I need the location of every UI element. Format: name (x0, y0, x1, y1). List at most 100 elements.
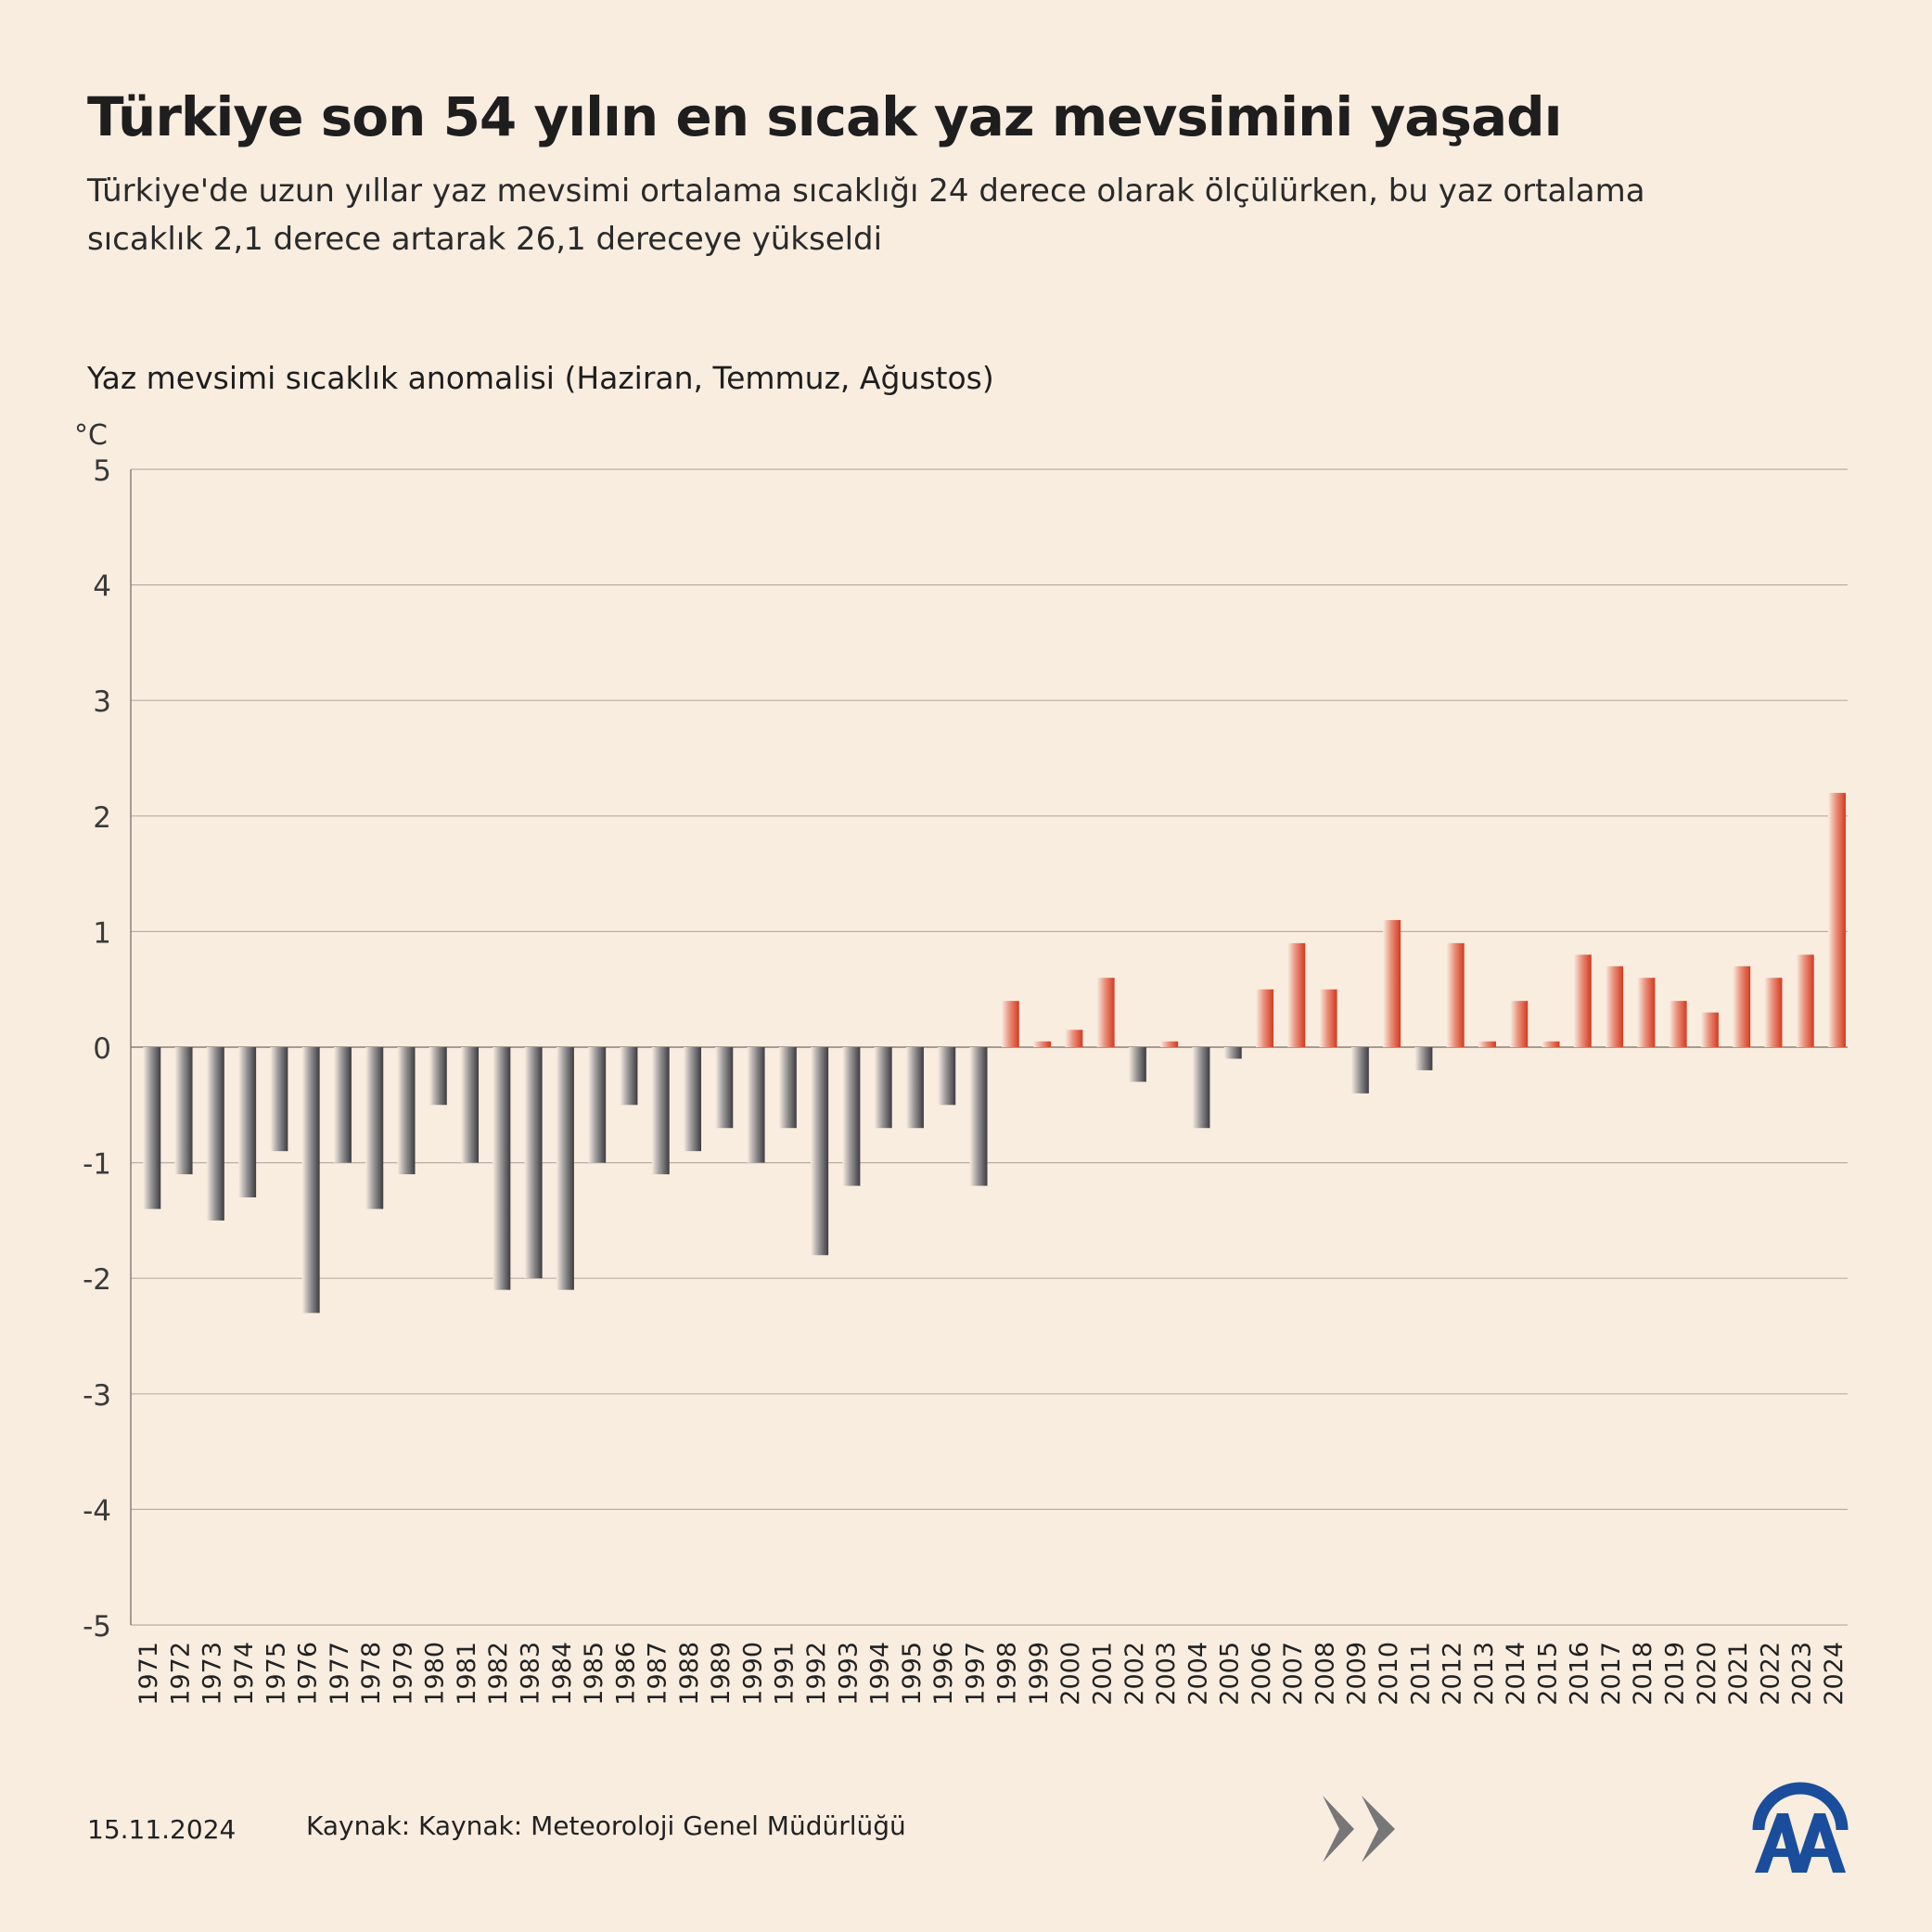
x-tick-label: 1984 (548, 1642, 577, 1706)
bar-1992 (811, 1047, 829, 1256)
y-tick-label: 3 (93, 685, 111, 719)
x-tick-label: 2008 (1311, 1642, 1339, 1706)
x-tick-label: 2011 (1406, 1642, 1435, 1706)
bar-1981 (461, 1047, 480, 1163)
bar-2022 (1764, 978, 1783, 1047)
bar-2000 (1065, 1030, 1083, 1047)
bar-2016 (1573, 954, 1592, 1047)
x-tick-label: 1974 (230, 1642, 259, 1706)
bar-1991 (778, 1047, 797, 1129)
bar-1998 (1001, 1001, 1019, 1047)
bar-1978 (365, 1047, 384, 1209)
x-tick-label: 1977 (326, 1642, 354, 1706)
bar-2002 (1128, 1047, 1146, 1082)
bar-2013 (1478, 1041, 1496, 1047)
bar-2017 (1606, 966, 1624, 1047)
x-tick-label: 2016 (1566, 1642, 1594, 1706)
bar-2003 (1160, 1041, 1179, 1047)
x-tick-label: 2012 (1439, 1642, 1467, 1706)
page-subtitle: Türkiye'de uzun yıllar yaz mevsimi ortal… (87, 173, 1645, 258)
bar-2015 (1542, 1041, 1560, 1047)
x-tick-label: 2023 (1788, 1642, 1817, 1706)
x-tick-label: 1973 (198, 1642, 227, 1706)
aa-logo (1752, 1782, 1849, 1873)
bar-2001 (1096, 978, 1115, 1047)
x-tick-label: 2013 (1470, 1642, 1499, 1706)
x-tick-label: 2024 (1820, 1642, 1849, 1706)
bar-2009 (1350, 1047, 1369, 1094)
x-tick-label: 1993 (834, 1642, 863, 1706)
bar-1985 (588, 1047, 607, 1163)
y-tick-label: 1 (93, 916, 111, 950)
bar-2008 (1319, 989, 1337, 1047)
bar-2014 (1510, 1001, 1529, 1047)
bar-1984 (556, 1047, 574, 1290)
x-tick-label: 2020 (1693, 1642, 1721, 1706)
bar-1989 (715, 1047, 734, 1129)
bar-2006 (1256, 989, 1273, 1047)
tick-layer: 5 4 3 2 1 0 -1 -2 -3 -4 -5 1971 1972 1973 1974 1975 1976… (83, 454, 1849, 1706)
y-axis-unit: °C (74, 419, 108, 452)
x-tick-label: 2017 (1597, 1642, 1626, 1706)
x-tick-label: 2019 (1660, 1642, 1689, 1706)
x-tick-label: 1976 (294, 1642, 323, 1706)
y-tick-label: 4 (93, 570, 111, 604)
bar-1995 (905, 1047, 924, 1129)
x-tick-label: 2014 (1502, 1642, 1530, 1706)
source-credit: Kaynak: Kaynak: Meteoroloji Genel Müdürl… (306, 1810, 906, 1841)
x-tick-label: 1998 (993, 1642, 1022, 1706)
bar-1994 (874, 1047, 892, 1129)
grid-layer (130, 468, 1848, 1626)
bar-2019 (1669, 1001, 1687, 1047)
x-tick-label: 1971 (134, 1642, 163, 1706)
x-tick-label: 2021 (1724, 1642, 1753, 1706)
bar-1980 (429, 1047, 447, 1106)
x-tick-label: 2022 (1756, 1642, 1785, 1706)
x-tick-label: 1989 (707, 1642, 736, 1706)
x-tick-label: 1978 (357, 1642, 386, 1706)
publish-date: 15.11.2024 (87, 1814, 237, 1845)
x-tick-label: 2001 (1088, 1642, 1117, 1706)
bar-1973 (206, 1047, 224, 1221)
y-tick-label: -4 (83, 1494, 111, 1528)
bar-1979 (397, 1047, 416, 1175)
bar-2004 (1192, 1047, 1210, 1129)
x-tick-label: 2003 (1152, 1642, 1181, 1706)
x-tick-label: 2018 (1629, 1642, 1657, 1706)
x-tick-label: 1988 (675, 1642, 704, 1706)
bar-1988 (684, 1047, 701, 1152)
x-tick-label: 1975 (262, 1642, 290, 1706)
x-tick-label: 2000 (1056, 1642, 1085, 1706)
bar-1996 (938, 1047, 956, 1106)
bar-2012 (1446, 942, 1465, 1047)
bar-2024 (1828, 792, 1846, 1047)
bar-1977 (333, 1047, 352, 1163)
x-tick-label: 1982 (484, 1642, 513, 1706)
x-tick-label: 1994 (866, 1642, 895, 1706)
x-tick-label: 2009 (1343, 1642, 1372, 1706)
bar-2020 (1700, 1012, 1719, 1047)
page-title: Türkiye son 54 yılın en sıcak yaz mevsim… (87, 85, 1562, 148)
bar-2011 (1414, 1047, 1433, 1070)
x-tick-label: 2015 (1533, 1642, 1562, 1706)
x-tick-label: 1980 (421, 1642, 450, 1706)
bar-1976 (301, 1047, 320, 1313)
x-tick-label: 2002 (1120, 1642, 1149, 1706)
bar-1993 (842, 1047, 861, 1186)
bar-2005 (1223, 1047, 1242, 1059)
x-tick-label: 1981 (453, 1642, 481, 1706)
x-tick-label: 1995 (898, 1642, 927, 1706)
bar-2023 (1796, 954, 1814, 1047)
x-tick-label: 1987 (644, 1642, 672, 1706)
y-tick-label: -2 (83, 1263, 111, 1297)
double-chevron-right-icon (1323, 1796, 1395, 1862)
bar-layer (143, 792, 1846, 1313)
bar-2021 (1733, 966, 1751, 1047)
x-tick-label: 2004 (1184, 1642, 1212, 1706)
bar-1999 (1033, 1041, 1052, 1047)
y-tick-label: -1 (83, 1148, 111, 1182)
y-tick-label: 5 (93, 454, 111, 488)
bar-2007 (1287, 942, 1306, 1047)
bar-1986 (620, 1047, 638, 1106)
